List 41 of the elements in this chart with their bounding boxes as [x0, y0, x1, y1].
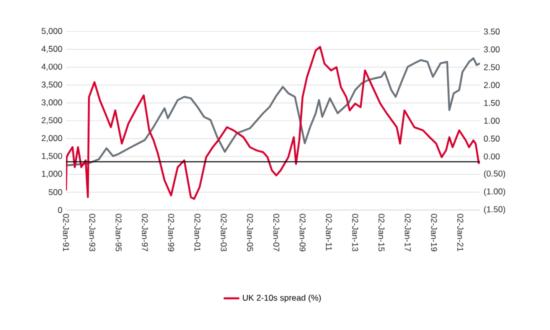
x-tick-label: 02-Jan-19 — [431, 214, 438, 252]
x-tick-label: 02-Jan-09 — [300, 214, 306, 252]
x-tick-label: 02-Jan-97 — [142, 214, 148, 252]
x-tick-label: 02-Jan-07 — [273, 214, 280, 252]
y-tick-label: 1,500 — [42, 152, 62, 160]
y2-tick-label: (1.00) — [484, 188, 506, 196]
line-series — [66, 57, 480, 166]
y2-tick-label: 3.50 — [484, 28, 500, 34]
y-tick-label: 2,000 — [42, 135, 62, 142]
y2-tick-label: 2.00 — [484, 82, 500, 88]
x-tick-label: 02-Jan-91 — [63, 214, 69, 252]
x-tick-label: 02-Jan-03 — [220, 214, 227, 252]
x-tick-label: 02-Jan-17 — [404, 214, 411, 252]
line-series — [66, 46, 480, 200]
y2-tick-label: 2.50 — [484, 64, 500, 70]
x-tick-label: 02-Jan-21 — [457, 214, 464, 252]
y-tick-label: 3,500 — [42, 82, 62, 89]
x-tick-label: 02-Jan-15 — [378, 214, 384, 252]
y-tick-label: 4,500 — [41, 46, 62, 53]
y2-tick-label: 0.00 — [484, 153, 500, 160]
y-tick-label: 1,000 — [42, 170, 62, 178]
y2-tick-label: 1.50 — [484, 100, 500, 106]
y-tick-label: 5,000 — [42, 28, 62, 35]
x-tick-label: 02-Jan-99 — [168, 214, 174, 252]
x-tick-label: 02-Jan-93 — [89, 214, 96, 252]
y-tick-label: 4,000 — [41, 64, 62, 71]
y-tick-label: 0 — [58, 207, 62, 213]
y-tick-label: 3,000 — [42, 99, 62, 106]
x-tick-label: 02-Jan-95 — [116, 214, 122, 252]
y2-tick-label: (1.50) — [484, 206, 506, 214]
y2-tick-label: 0.50 — [484, 136, 500, 142]
x-tick-label: 02-Jan-05 — [247, 214, 254, 252]
legend-label: UK 2-10s spread (%) — [242, 294, 321, 302]
x-tick-label: 02-Jan-01 — [194, 214, 200, 252]
x-tick-label: 02-Jan-13 — [352, 214, 358, 252]
y-tick-label: 500 — [48, 189, 62, 196]
y2-tick-label: 3.00 — [484, 46, 500, 52]
y2-tick-label: 1.00 — [484, 118, 500, 124]
x-tick-label: 02-Jan-11 — [326, 214, 332, 251]
y-tick-label: 2,500 — [42, 117, 62, 124]
y2-tick-label: (0.50) — [484, 170, 506, 178]
